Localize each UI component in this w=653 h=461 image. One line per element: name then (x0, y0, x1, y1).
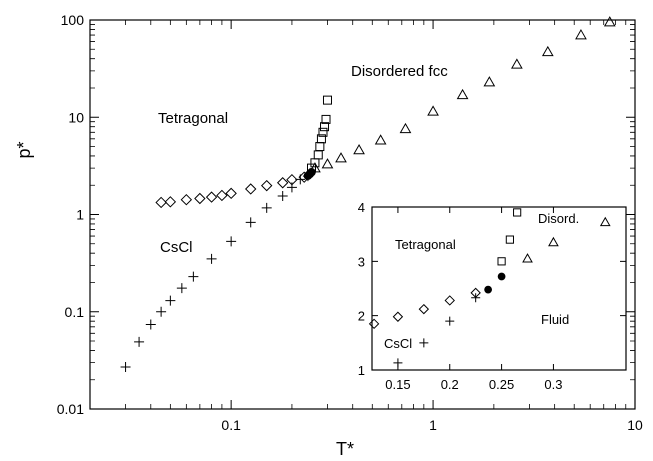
main-diamond-point (225, 187, 237, 200)
inset-x-tick-label: 0.25 (489, 377, 514, 392)
main-square-point (322, 95, 332, 105)
main-y-tick-label: 10 (68, 109, 84, 125)
main-plus-point (286, 182, 297, 193)
inset-filled-circle-point (484, 285, 492, 294)
main-diamond-point (216, 189, 228, 202)
main-plot: 0.1 1 10 0.01 0.1 1 10 100 T* p* Tetragonal Dis… (14, 12, 643, 459)
inset-y-tick-label: 1 (358, 363, 365, 378)
main-square-point (316, 134, 326, 144)
inset-y-tick-label: 3 (358, 254, 365, 269)
main-diamond-point (260, 179, 273, 192)
main-y-tick-label: 0.01 (57, 401, 84, 417)
main-plus-point (120, 362, 131, 373)
inset-label-disordered: Disord. (538, 211, 579, 226)
inset-diamond-point (418, 303, 430, 315)
main-plus-point (188, 271, 199, 282)
inset-triangle-point (599, 216, 611, 227)
inset-y-tick-label: 4 (358, 200, 365, 215)
main-square-point (313, 150, 323, 160)
inset-plot-frame (371, 206, 627, 371)
main-plus-point (226, 236, 237, 247)
main-data-series (120, 16, 616, 373)
main-square-point (318, 127, 328, 137)
inset-x-tick-label: 0.15 (385, 377, 410, 392)
main-y-axis-label: p* (14, 141, 34, 158)
inset-data-series (368, 208, 611, 368)
main-axis-ticks: 0.1 1 10 0.01 0.1 1 10 100 (57, 12, 643, 433)
inset-diamond-point (368, 318, 380, 330)
inset-plus-point (445, 316, 455, 326)
main-plus-point (176, 283, 187, 294)
main-y-tick-label: 0.1 (65, 304, 85, 320)
inset-x-tick-label: 0.2 (441, 377, 459, 392)
inset-square-point (497, 257, 506, 266)
inset-plus-point (419, 338, 429, 348)
inset-background (372, 207, 626, 370)
main-triangle-point (321, 158, 334, 169)
inset-diamond-point (470, 287, 481, 299)
inset-square-point (513, 208, 522, 217)
main-diamond-point (286, 173, 298, 186)
main-triangle-point (575, 29, 587, 40)
main-diamond-point (205, 191, 218, 203)
main-triangle-point (511, 58, 523, 69)
main-diamond-point (180, 193, 193, 206)
main-triangle-point (603, 16, 616, 27)
inset-y-tick-label: 2 (358, 309, 365, 324)
inset-triangle-point (522, 253, 533, 263)
main-diamond-point (194, 192, 206, 205)
main-plus-point (261, 202, 272, 213)
main-y-tick-label: 1 (76, 207, 84, 223)
main-triangle-point (335, 152, 347, 163)
inset-filled-circle-point (497, 272, 506, 281)
label-disordered-fcc: Disordered fcc (351, 63, 448, 80)
main-x-tick-label: 0.1 (221, 417, 241, 433)
main-triangle-point (541, 45, 554, 57)
main-triangle-point (427, 105, 439, 116)
main-x-tick-label: 1 (429, 417, 437, 433)
inset-label-cscl: CsCl (384, 336, 412, 351)
main-diamond-point (276, 177, 289, 189)
main-plus-point (156, 306, 167, 317)
main-triangle-point (483, 76, 496, 87)
inset-triangle-point (548, 236, 559, 247)
main-diamond-point (245, 183, 257, 195)
main-plus-point (245, 217, 256, 228)
main-triangle-point (309, 162, 321, 173)
inset-axis-ticks: 0.15 0.2 0.25 0.3 1 2 3 4 (358, 200, 626, 392)
main-diamond-point (164, 196, 177, 208)
main-y-tick-label: 100 (61, 12, 85, 28)
inset-square-point (505, 235, 514, 244)
inset-plot: 0.15 0.2 0.25 0.3 1 2 3 4 Tetragonal Disord. Fl… (358, 200, 627, 392)
main-plus-point (134, 336, 145, 347)
label-tetragonal: Tetragonal (158, 110, 228, 127)
main-plus-point (145, 319, 156, 330)
main-plus-point (277, 190, 288, 201)
inset-label-fluid: Fluid (541, 312, 569, 327)
inset-diamond-point (392, 311, 404, 322)
main-diamond-point (155, 196, 167, 209)
main-plus-point (165, 295, 176, 306)
inset-label-tetragonal: Tetragonal (395, 237, 456, 252)
main-square-point (315, 142, 325, 152)
main-x-axis-label: T* (336, 439, 354, 459)
main-square-point (320, 122, 330, 132)
inset-plus-point (393, 358, 403, 368)
main-triangle-point (374, 134, 387, 145)
label-cscl: CsCl (160, 239, 193, 256)
inset-diamond-point (444, 295, 455, 306)
main-triangle-point (353, 144, 365, 155)
main-triangle-point (399, 122, 412, 134)
main-plus-point (206, 253, 217, 264)
main-triangle-point (456, 88, 469, 100)
main-x-tick-label: 10 (627, 417, 643, 433)
main-square-point (321, 114, 331, 124)
inset-x-tick-label: 0.3 (544, 377, 562, 392)
